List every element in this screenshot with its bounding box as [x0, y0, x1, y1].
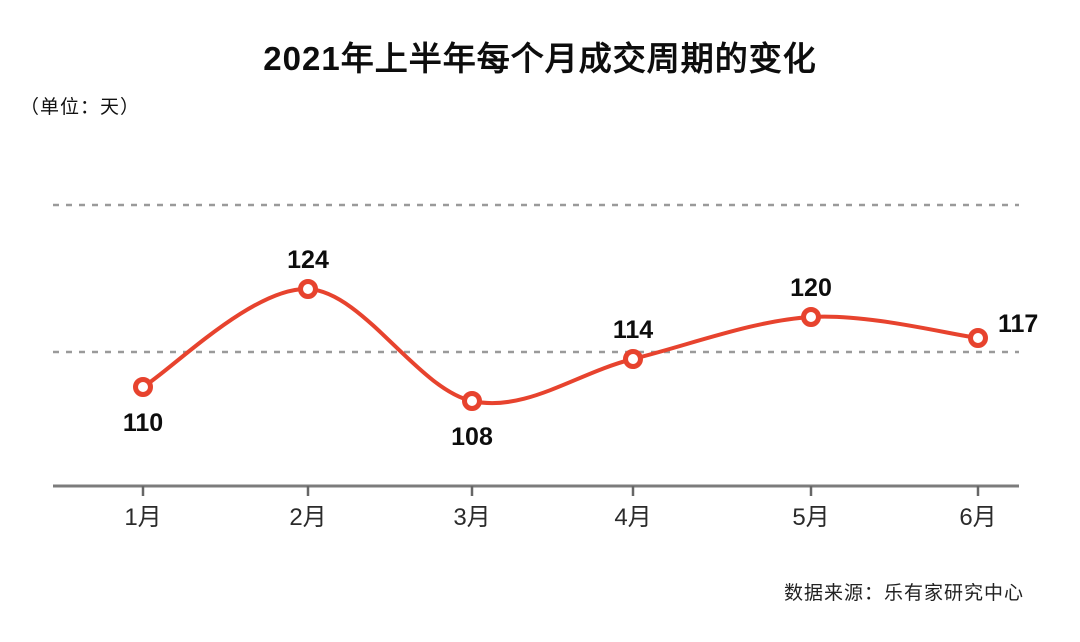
x-axis-label: 3月 — [453, 504, 490, 531]
x-axis-label: 4月 — [614, 504, 651, 531]
data-point-label: 114 — [613, 316, 653, 344]
trend-line — [141, 286, 979, 406]
data-point-marker — [462, 391, 482, 411]
unit-label: （单位：天） — [20, 97, 141, 118]
data-point-marker — [801, 307, 821, 327]
data-point-marker — [298, 279, 318, 299]
data-point-marker — [133, 377, 153, 397]
data-point-marker — [623, 349, 643, 369]
data-point-label: 120 — [790, 274, 832, 302]
x-axis-label: 2月 — [289, 504, 326, 531]
data-point-label: 108 — [451, 423, 493, 451]
data-point-label: 124 — [287, 246, 329, 274]
x-axis-label: 5月 — [792, 504, 829, 531]
data-point-marker — [968, 328, 988, 348]
data-source-label: 数据来源：乐有家研究中心 — [783, 583, 1024, 604]
data-point-label: 110 — [123, 409, 163, 437]
chart-title: 2021年上半年每个月成交周期的变化 — [263, 40, 817, 77]
x-axis-label: 1月 — [124, 504, 161, 531]
x-axis-label: 6月 — [959, 504, 996, 531]
data-point-label: 117 — [998, 310, 1038, 338]
